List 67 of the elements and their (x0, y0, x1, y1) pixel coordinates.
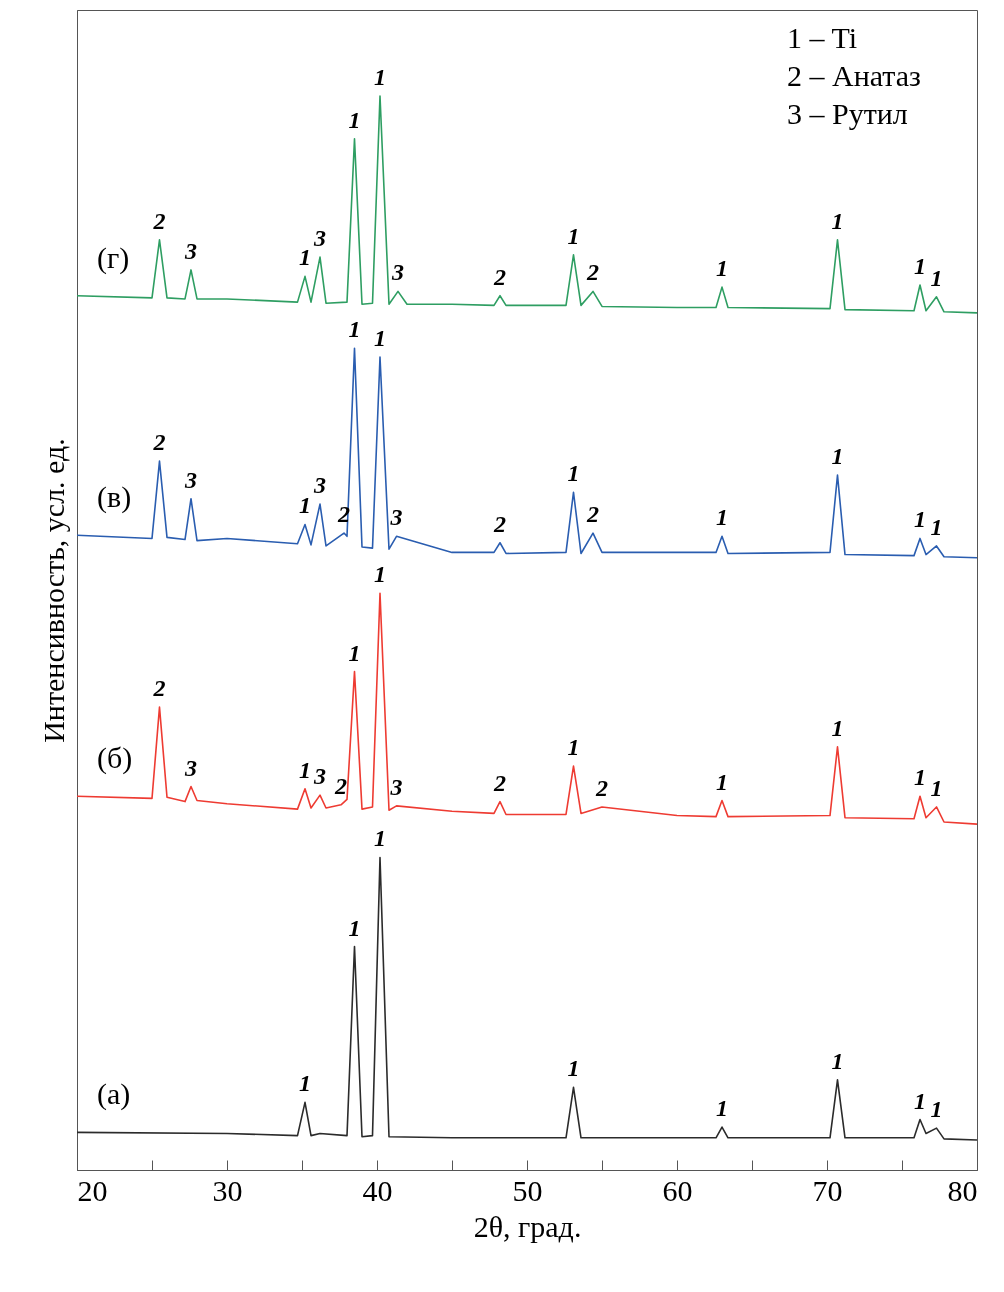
annotation: 2 (152, 207, 166, 234)
annotation: 1 (716, 255, 728, 282)
series-label: (б) (97, 741, 133, 776)
x-tick-label: 80 (947, 1173, 978, 1207)
annotation: 1 (716, 1095, 728, 1122)
annotation: 2 (493, 769, 506, 796)
annotation: 1 (831, 714, 844, 741)
annotation: 1 (567, 460, 580, 487)
x-tick-label: 60 (662, 1173, 693, 1207)
annotation: 3 (184, 237, 197, 264)
annotation: 1 (299, 244, 311, 271)
annotation: 1 (374, 561, 386, 588)
annotation: 1 (831, 443, 844, 470)
annotation: 1 (348, 639, 361, 666)
annotation: 1 (930, 1096, 943, 1123)
annotation: 3 – Рутил (787, 97, 908, 130)
annotation: 2 (493, 510, 506, 537)
y-axis-title: Интенсивность, усл. ед. (36, 438, 70, 743)
annotation: 2 (586, 501, 599, 528)
annotation: 3 (313, 472, 326, 499)
annotation: 1 (299, 492, 311, 519)
annotation: 3 (184, 754, 197, 781)
annotation: 2 (334, 772, 347, 799)
series-label: (а) (97, 1077, 131, 1112)
text: 2 – Анатаз (787, 59, 921, 92)
annotation: 1 (374, 825, 386, 852)
annotation: 1 (299, 1070, 311, 1097)
annotation: 1 (567, 1055, 580, 1082)
annotation: 1 (567, 222, 580, 249)
annotation: 2 (152, 429, 166, 456)
annotation: 1 (374, 324, 386, 351)
annotation: 1 (914, 764, 926, 791)
annotation: 3 (389, 504, 403, 531)
x-tick-label: 40 (362, 1173, 393, 1207)
annotation: 1 (914, 252, 926, 279)
annotation: 2 (493, 263, 506, 290)
series-label: (г) (97, 240, 130, 275)
x-axis-title: 2θ, град. (473, 1209, 582, 1243)
annotation: 3 (184, 466, 197, 493)
x-tick-label: 30 (212, 1173, 243, 1207)
annotation: 3 (389, 773, 403, 800)
annotation: 1 (831, 207, 844, 234)
x-tick-label: 50 (512, 1173, 543, 1207)
annotation: 1 (567, 734, 580, 761)
annotation: 1 (716, 768, 728, 795)
annotation: 1 (348, 316, 361, 343)
x-tick-label: 70 (812, 1173, 843, 1207)
annotation: 1 (930, 774, 943, 801)
annotation: 1 (914, 1087, 926, 1114)
series-label: (в) (97, 480, 132, 515)
annotation: 1 (930, 264, 943, 291)
annotation: 2 (586, 259, 599, 286)
annotation: 1 (348, 106, 361, 133)
annotation: 1 (930, 513, 943, 540)
annotation: 1 (374, 63, 386, 90)
annotation: 1 (716, 504, 728, 531)
annotation: 3 (313, 763, 326, 790)
annotation: 2 (152, 675, 166, 702)
text: 1 – Ti (787, 21, 858, 54)
annotation: 1 (914, 506, 926, 533)
annotation: 1 (348, 914, 361, 941)
annotation: 1 (831, 1047, 844, 1074)
annotation: 2 (595, 774, 608, 801)
annotation: 3 (313, 225, 326, 252)
annotation: 1 (299, 756, 311, 783)
x-tick-label: 20 (77, 1173, 108, 1207)
annotation: 3 (391, 259, 404, 286)
